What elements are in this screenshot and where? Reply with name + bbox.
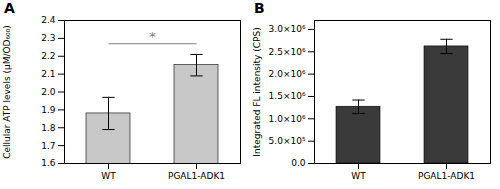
- svg-text:PGAL1-ADK1: PGAL1-ADK1: [168, 171, 225, 181]
- svg-text:2.4: 2.4: [41, 15, 56, 25]
- html-text:B: B: [254, 0, 265, 16]
- svg-text:1.9: 1.9: [41, 105, 56, 115]
- svg-text:5.0×10⁵: 5.0×10⁵: [269, 136, 306, 146]
- svg-text:1.8: 1.8: [41, 123, 56, 133]
- svg-text:2.5×10⁶: 2.5×10⁶: [269, 47, 306, 57]
- svg-text:Integrated FL intensity (CPS): Integrated FL intensity (CPS): [252, 27, 262, 156]
- svg-text:WT: WT: [101, 171, 116, 181]
- svg-text:Cellular ATP levels (μM/OD₆₀₀): Cellular ATP levels (μM/OD₆₀₀): [2, 25, 12, 159]
- svg-text:2.0: 2.0: [41, 87, 56, 97]
- svg-text:1.0×10⁶: 1.0×10⁶: [269, 114, 306, 124]
- svg-text:PGAL1-ADK1: PGAL1-ADK1: [418, 171, 475, 181]
- svg-text:1.5×10⁶: 1.5×10⁶: [269, 91, 306, 101]
- svg-text:*: *: [149, 29, 156, 44]
- svg-text:2.3: 2.3: [41, 33, 55, 43]
- html-text:A: A: [4, 0, 15, 16]
- svg-text:3.0×10⁶: 3.0×10⁶: [269, 24, 306, 34]
- svg-text:1.7: 1.7: [41, 141, 55, 151]
- svg-text:WT: WT: [351, 171, 366, 181]
- svg-text:0.0: 0.0: [291, 158, 306, 168]
- svg-text:2.1: 2.1: [41, 69, 55, 79]
- svg-text:1.6: 1.6: [41, 158, 56, 168]
- svg-text:2.2: 2.2: [41, 51, 55, 61]
- svg-text:2.0×10⁶: 2.0×10⁶: [269, 69, 306, 79]
